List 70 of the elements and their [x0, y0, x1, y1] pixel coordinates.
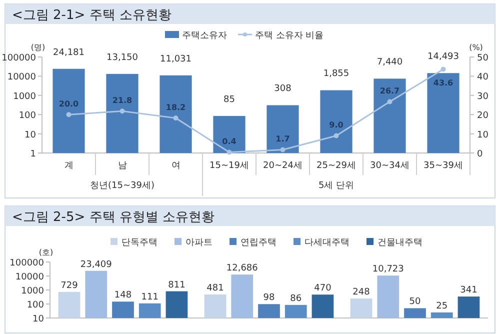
data-label: 21.8: [112, 96, 133, 106]
data-label: 98: [263, 293, 275, 304]
data-label: 1,855: [323, 69, 350, 80]
data-label: 24,181: [53, 48, 84, 58]
chart-title: <그림 2-5> 주택 유형별 소유현황: [12, 210, 215, 225]
data-label: 9.0: [329, 120, 344, 130]
x-tick-label: 35~39세: [424, 161, 463, 171]
x-tick-label: 15~19세: [210, 161, 249, 171]
x-tick-label: 20~24세: [263, 161, 302, 171]
data-label: 1.7: [276, 134, 290, 144]
data-label: 248: [352, 287, 370, 298]
data-label: 13,150: [106, 52, 138, 63]
legend-label: 다세대주택: [304, 238, 350, 248]
y2-tick-label: 30: [477, 92, 489, 102]
y-tick-label: 100: [18, 111, 36, 122]
y2-tick-label: 50: [477, 54, 489, 64]
x-tick-label: 계: [64, 161, 74, 171]
data-label: 341: [460, 286, 478, 296]
data-label: 43.6: [433, 78, 454, 88]
text: 청년(15~39세): [90, 181, 154, 191]
data-label: 23,409: [80, 260, 112, 270]
data-label: 11,031: [160, 54, 192, 64]
legend-label: 단독주택: [122, 238, 158, 248]
data-label: 470: [314, 284, 332, 294]
data-label: 7,440: [376, 58, 403, 68]
y-tick-label: 1000: [13, 92, 36, 102]
y-tick-label: 100000: [2, 54, 36, 64]
y2-axis-title: (%): [469, 43, 483, 52]
data-label: 25: [436, 301, 448, 312]
x-tick-label: 여: [171, 161, 180, 171]
y-tick-label: 100000: [10, 258, 44, 268]
data-label: 86: [290, 294, 302, 304]
data-label: 811: [168, 280, 186, 290]
y2-tick-label: 0: [477, 150, 483, 160]
data-label: 729: [60, 280, 78, 291]
text: 5세 단위: [318, 181, 354, 191]
y-tick-label: 10: [24, 130, 36, 140]
data-label: 0.4: [222, 137, 237, 146]
y-tick-label: 1000: [21, 286, 44, 296]
data-label: 20.0: [58, 100, 80, 109]
x-tick-label: 30~34세: [370, 161, 410, 171]
data-label: 26.7: [380, 86, 400, 96]
data-label: 481: [206, 283, 224, 294]
data-label: 308: [274, 84, 292, 94]
legend-label: 건물내주택: [378, 238, 422, 248]
y-tick-label: 1: [30, 150, 36, 160]
legend-label: 연립주택: [240, 238, 276, 248]
y2-tick-label: 10: [477, 130, 489, 140]
chart-title: <그림 2-1> 주택 소유현황: [12, 8, 172, 23]
y2-tick-label: 40: [477, 72, 489, 83]
y2-tick-label: 20: [477, 111, 489, 122]
legend-label: 아파트: [186, 238, 212, 248]
x-tick-label: 25~29세: [316, 161, 356, 171]
data-label: 14,493: [428, 52, 459, 62]
data-label: 18.2: [166, 103, 186, 112]
data-label: 12,686: [226, 264, 258, 274]
data-label: 148: [114, 290, 132, 301]
y-axis-title: (명): [30, 43, 46, 52]
y-tick-label: 10: [32, 314, 44, 324]
data-label: 10,723: [372, 264, 404, 275]
y-tick-label: 100: [26, 300, 44, 310]
legend-label: 주택소유자: [182, 31, 227, 41]
y-tick-label: 10000: [7, 72, 36, 83]
legend-label: 주택 소유자 비율: [255, 31, 324, 41]
data-label: 85: [224, 94, 235, 105]
y-tick-label: 10000: [15, 272, 44, 282]
x-tick-label: 남: [118, 161, 127, 171]
y-axis-title: (호): [38, 248, 54, 257]
data-label: 111: [141, 292, 158, 302]
data-label: 50: [409, 297, 421, 308]
